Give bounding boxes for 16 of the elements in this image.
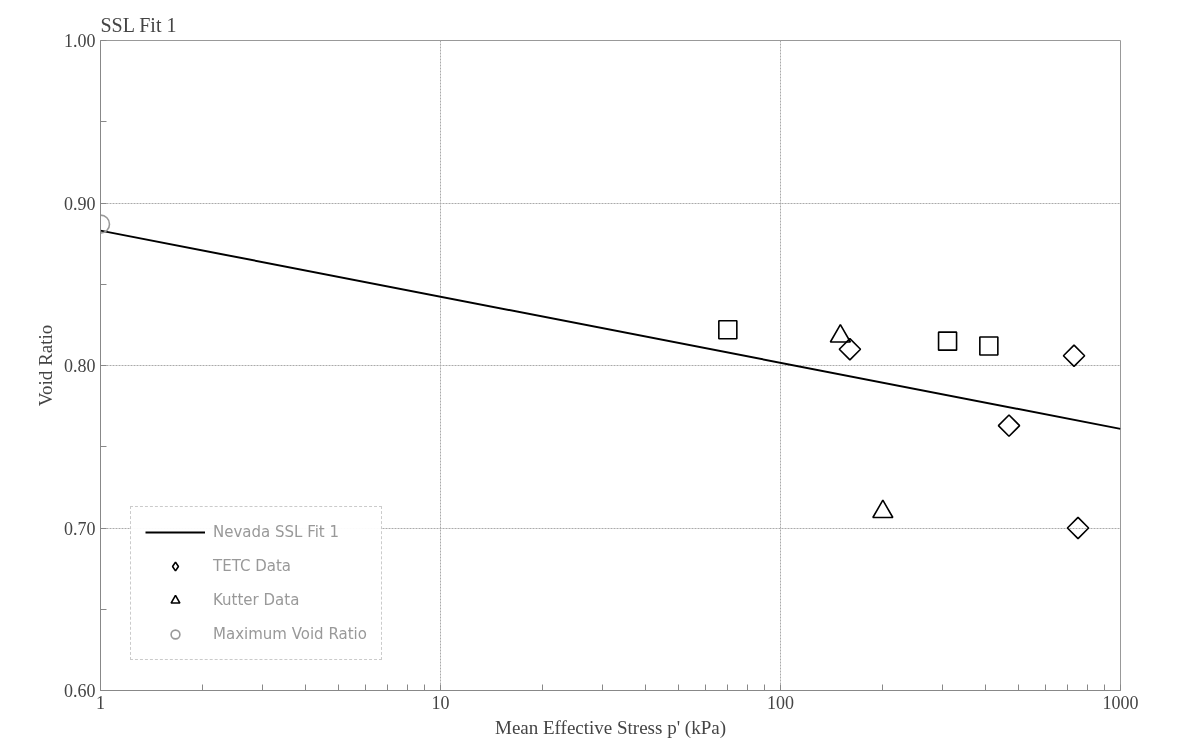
x-tick-label: 1000: [1102, 692, 1139, 713]
y-tick-label: 0.90: [64, 193, 96, 214]
y-tick-label: 1.00: [64, 31, 96, 51]
x-tick-label: 100: [767, 692, 794, 713]
y-axis-title: Void Ratio: [35, 324, 56, 407]
legend-label: Maximum Void Ratio: [213, 625, 367, 643]
y-tick-label: 0.60: [64, 681, 96, 701]
y-tick-label: 0.80: [64, 356, 96, 376]
legend-label: Nevada SSL Fit 1: [213, 523, 340, 541]
y-tick-label: 0.70: [64, 518, 96, 539]
legend-label: TETC Data: [213, 557, 291, 575]
x-tick-label: 10: [431, 692, 450, 713]
legend-label: Kutter Data: [213, 591, 300, 609]
chart-title: SSL Fit 1: [100, 13, 177, 36]
x-axis-title: Mean Effective Stress p' (kPa): [495, 716, 727, 739]
x-tick-label: 1: [96, 692, 105, 713]
